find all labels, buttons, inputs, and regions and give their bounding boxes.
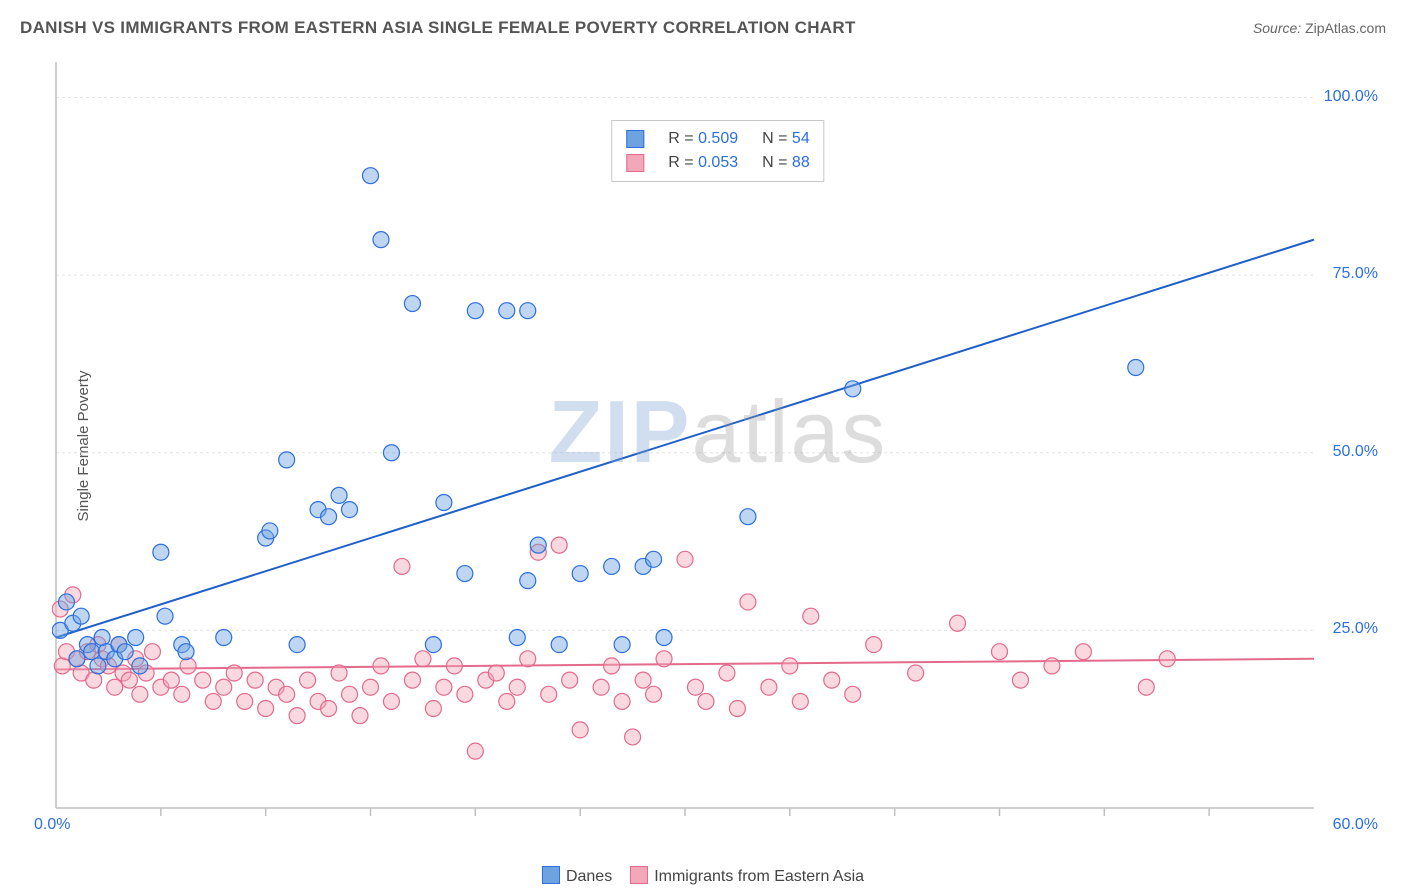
y-tick-label: 100.0% — [1324, 88, 1378, 106]
legend-item-danes: Danes — [542, 866, 612, 886]
legend-item-immigrants: Immigrants from Eastern Asia — [630, 866, 864, 886]
source-credit: Source: ZipAtlas.com — [1253, 20, 1386, 36]
r-label: R = — [668, 130, 693, 147]
plot-area: ZIPatlas R = 0.509 N = 54 R = 0.053 N = … — [52, 58, 1384, 838]
stats-row-danes: R = 0.509 N = 54 — [626, 127, 809, 151]
stats-row-immigrants: R = 0.053 N = 88 — [626, 151, 809, 175]
danes-n-value: 54 — [792, 130, 810, 147]
source-label: Source: — [1253, 20, 1305, 36]
swatch-danes-bottom — [542, 866, 560, 884]
swatch-danes — [626, 130, 644, 148]
swatch-immigrants-bottom — [630, 866, 648, 884]
x-max-label: 60.0% — [1333, 816, 1378, 834]
legend-label-danes: Danes — [566, 868, 612, 885]
source-site: ZipAtlas.com — [1305, 20, 1386, 36]
swatch-immigrants — [626, 154, 644, 172]
stats-legend: R = 0.509 N = 54 R = 0.053 N = 88 — [611, 120, 824, 182]
y-tick-label: 25.0% — [1333, 620, 1378, 638]
chart-title: DANISH VS IMMIGRANTS FROM EASTERN ASIA S… — [20, 18, 856, 38]
title-bar: DANISH VS IMMIGRANTS FROM EASTERN ASIA S… — [20, 18, 1386, 38]
y-tick-label: 75.0% — [1333, 265, 1378, 283]
immigrants-r-value: 0.053 — [698, 154, 738, 171]
r-label-2: R = — [668, 154, 693, 171]
legend-label-immigrants: Immigrants from Eastern Asia — [654, 868, 864, 885]
bottom-legend: Danes Immigrants from Eastern Asia — [542, 866, 864, 886]
n-label: N = — [762, 130, 787, 147]
danes-r-value: 0.509 — [698, 130, 738, 147]
x-origin-label: 0.0% — [34, 816, 70, 834]
immigrants-n-value: 88 — [792, 154, 810, 171]
n-label-2: N = — [762, 154, 787, 171]
y-tick-label: 50.0% — [1333, 443, 1378, 461]
